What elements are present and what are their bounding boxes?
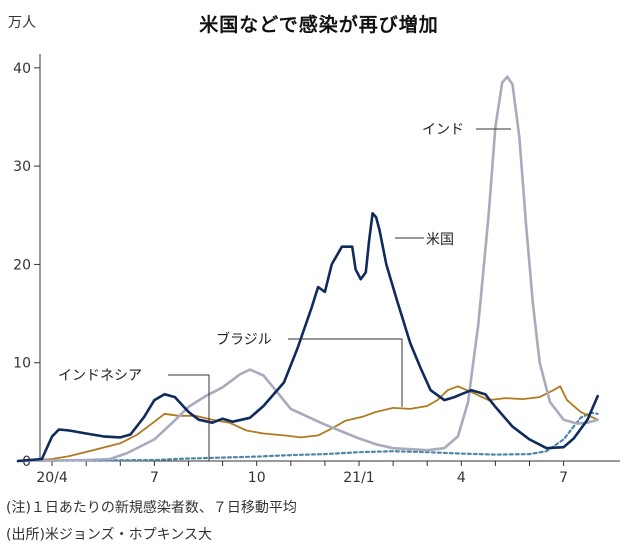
chart-title: 米国などで感染が再び増加 <box>199 14 439 36</box>
series-label-indonesia: インドネシア <box>58 368 142 384</box>
series-label-brazil: ブラジル <box>216 331 272 348</box>
series-line-indonesia <box>16 411 599 463</box>
x-tick-label: 7 <box>150 470 159 486</box>
series-line-us <box>16 212 599 463</box>
x-tick-label: 20/4 <box>36 470 68 486</box>
series-line-india <box>16 75 599 463</box>
y-tick-label: 40 <box>13 61 31 77</box>
y-tick-label: 30 <box>13 159 31 175</box>
x-tick-label: 4 <box>457 470 466 486</box>
source-note: (出所)米ジョンズ・ホプキンス大 <box>6 527 212 543</box>
leader-line-brazil <box>288 338 403 407</box>
x-tick-label: 10 <box>248 470 266 486</box>
x-tick-label: 21/1 <box>343 470 374 486</box>
y-unit-label: 万人 <box>8 15 36 31</box>
x-tick-label: 7 <box>559 470 568 486</box>
series-label-us: 米国 <box>426 232 454 248</box>
y-tick-label: 20 <box>13 257 31 273</box>
leader-line-indonesia <box>168 374 210 461</box>
series-label-india: インド <box>422 122 464 138</box>
y-tick-label: 10 <box>13 356 31 372</box>
series-line-brazil <box>17 385 599 462</box>
series-layer <box>16 75 599 463</box>
footnote: (注)１日あたりの新規感染者数、７日移動平均 <box>6 500 297 516</box>
